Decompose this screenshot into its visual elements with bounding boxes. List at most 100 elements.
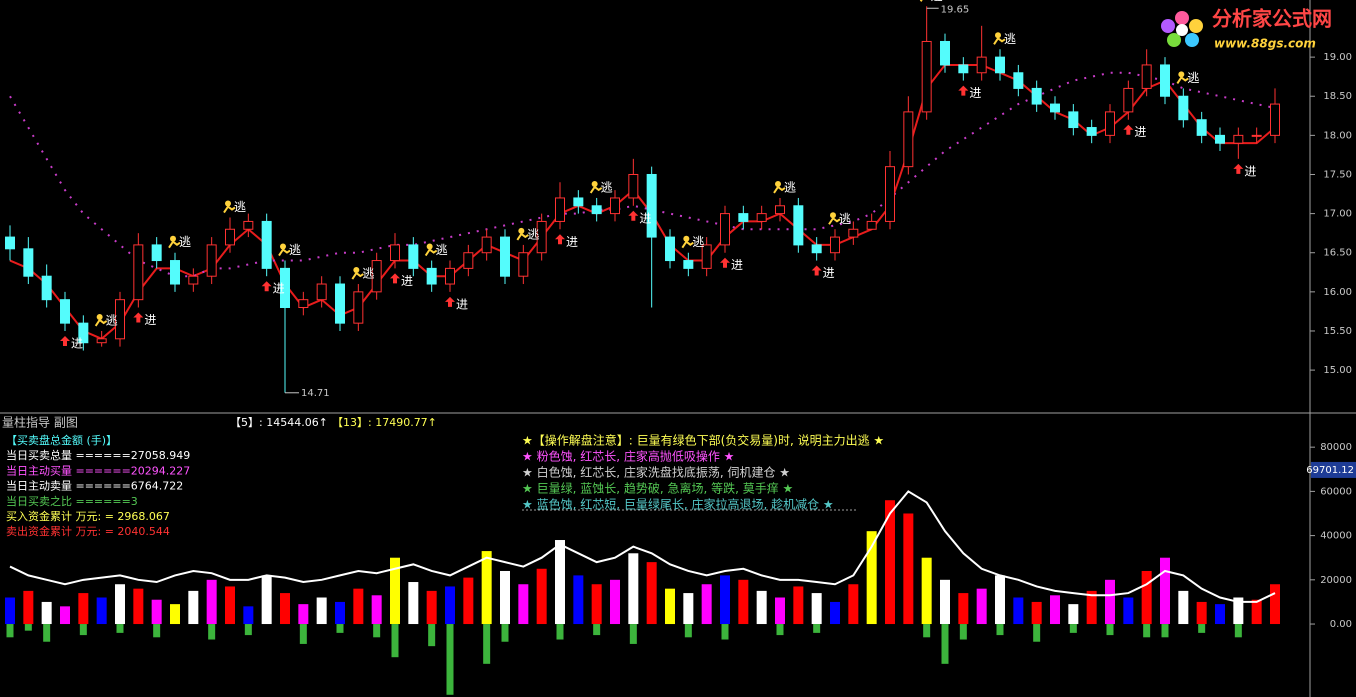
candle-body [848, 228, 859, 238]
escape-icon [683, 235, 690, 242]
panel-title: 量柱指导 副图 [2, 415, 78, 430]
volume-bar [866, 531, 877, 625]
legend-entry: 当日买卖之比 ======3 [6, 494, 138, 508]
candle-body [1050, 103, 1060, 113]
candle-body [756, 213, 767, 222]
candle-body [591, 205, 602, 215]
escape-label: 逃 [839, 212, 851, 226]
candle-body [720, 213, 730, 246]
escape-runner [424, 248, 438, 257]
candle-body [206, 244, 217, 277]
negative-bar [996, 624, 1004, 636]
y-tick-label: 15.50 [1323, 326, 1352, 337]
candle-body [23, 248, 34, 277]
escape-label: 逃 [436, 243, 448, 257]
entry-label: 进 [1134, 125, 1146, 139]
candle-body [60, 299, 70, 324]
candle-body [1105, 111, 1115, 136]
volume-bar [756, 590, 767, 625]
volume-bar [426, 590, 437, 625]
y-tick-label: 17.50 [1323, 169, 1352, 180]
header-value: 【13】: 17490.77↑ [332, 416, 437, 429]
negative-bar [373, 624, 381, 638]
candle-body [41, 275, 52, 301]
volume-bar [903, 513, 914, 625]
candle-body [940, 40, 950, 66]
escape-icon [775, 180, 781, 187]
volume-bar [738, 579, 749, 625]
escape-runner [681, 240, 694, 249]
logo-petal [1167, 33, 1181, 47]
candle-body [1086, 127, 1097, 136]
y-tick-label: 80000 [1320, 442, 1352, 453]
entry-arrow [720, 257, 730, 268]
candle-body [518, 252, 529, 277]
y-tick-label: 0.00 [1330, 619, 1352, 630]
candle-body [353, 291, 364, 324]
logo-petal [1161, 19, 1175, 33]
y-tick-label: 17.00 [1323, 209, 1352, 220]
negative-bar [391, 624, 399, 658]
entry-arrow [261, 281, 272, 292]
negative-bar [813, 624, 821, 633]
legend-entry: 卖出资金累计 万元: = 2040.544 [6, 524, 170, 538]
negative-bar [153, 624, 161, 638]
volume-bar [1233, 597, 1244, 625]
volume-bar [298, 604, 309, 625]
volume-bar [5, 597, 15, 625]
volume-bar [1013, 597, 1024, 625]
escape-runner [993, 36, 1006, 45]
y-tick-label: 40000 [1320, 531, 1352, 542]
negative-bar [593, 624, 601, 636]
negative-bar [629, 624, 637, 644]
moving-average [9, 63, 1276, 340]
header-value: 【5】: 14544.06↑ [230, 416, 328, 429]
current-value-label: 69701.12 [1306, 465, 1354, 476]
escape-label: 逃 [106, 313, 118, 327]
escape-label: 逃 [784, 180, 796, 194]
note-line: ★ 巨量绿, 蓝蚀长, 趋势破, 急离场, 等跌, 莫手痒 ★ [522, 481, 793, 496]
volume-bar [481, 551, 492, 625]
negative-bar [336, 624, 344, 633]
volume-bar [646, 562, 657, 625]
escape-label: 逃 [1187, 71, 1199, 85]
candle-body [701, 244, 712, 269]
negative-bar [959, 624, 967, 640]
negative-bar [941, 624, 949, 664]
candle-body [225, 228, 235, 246]
volume-bar [610, 579, 620, 625]
entry-label: 进 [71, 336, 83, 350]
volume-bar [23, 590, 34, 625]
volume-bar [1068, 604, 1079, 625]
logo-petal [1185, 33, 1199, 47]
volume-bar [976, 588, 987, 625]
entry-arrow [958, 85, 969, 96]
negative-bar [483, 624, 491, 664]
volume-bar [518, 584, 529, 625]
volume-bar [390, 557, 400, 625]
volume-bar [188, 590, 199, 625]
negative-bar [501, 624, 509, 642]
candle-body [903, 111, 914, 168]
entry-arrow [1233, 163, 1244, 174]
volume-bar [940, 579, 950, 625]
volume-average [9, 490, 1276, 603]
candle-body [115, 299, 125, 340]
candle-body [793, 205, 804, 246]
note-line: ★ 白色蚀, 红芯长, 庄家洗盘找底振荡, 伺机建仓 ★ [522, 465, 790, 480]
escape-runner [828, 216, 841, 225]
volume-bar [958, 593, 969, 625]
escape-runner [1176, 75, 1189, 84]
volume-bar [848, 584, 859, 625]
candle-body [1123, 87, 1134, 113]
candle-body [1013, 72, 1024, 89]
negative-bar [299, 624, 307, 644]
escape-icon [518, 227, 525, 234]
negative-bar [721, 624, 729, 640]
candle-body [995, 56, 1005, 74]
candle-body [390, 244, 400, 262]
negative-bar [1198, 624, 1206, 633]
escape-icon [426, 243, 433, 250]
